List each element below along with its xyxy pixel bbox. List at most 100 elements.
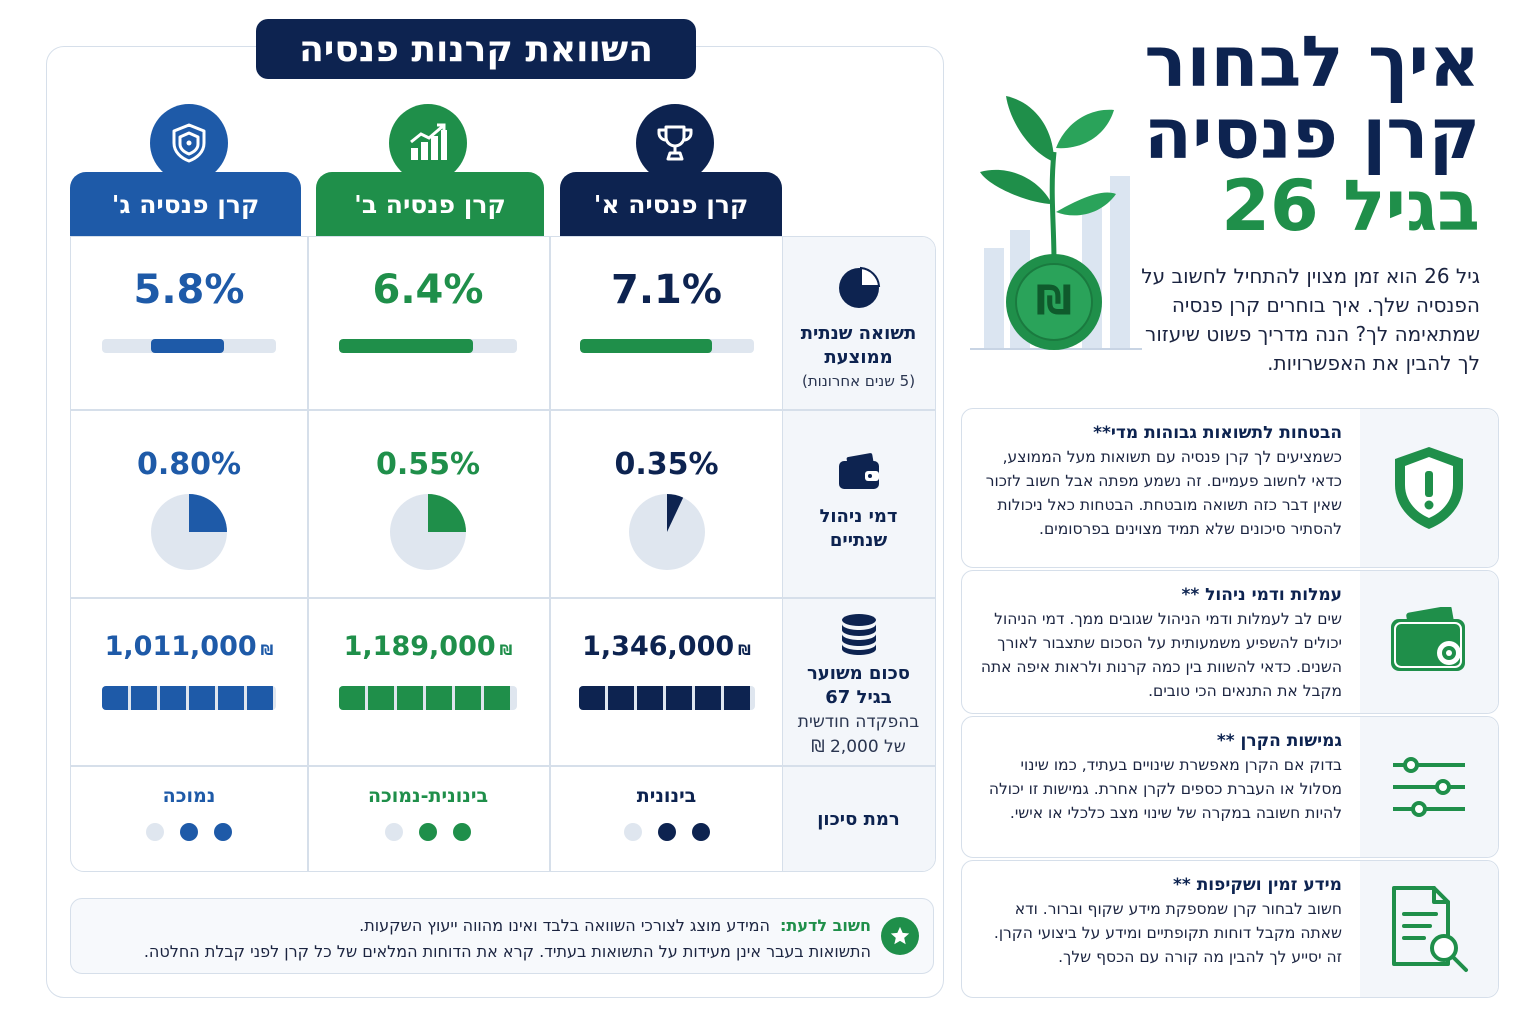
fees-cell-c: 0.80% [71, 447, 307, 572]
amount-segment [455, 686, 481, 710]
fund-c-header: קרן פנסיה ג' [70, 172, 301, 236]
trophy-icon [636, 104, 714, 182]
fee-value: 0.55% [375, 447, 481, 482]
risk-dot [419, 823, 437, 841]
return-bar [102, 339, 276, 353]
amount-segment [131, 686, 157, 710]
fee-pie [628, 494, 705, 570]
amount-segment [636, 686, 663, 710]
pie-chart-icon [838, 266, 880, 308]
return-bar [339, 339, 517, 353]
risk-dot [623, 823, 642, 841]
amount-segment [247, 686, 273, 710]
fee-value: 0.80% [136, 447, 242, 482]
coins-icon [841, 614, 876, 655]
fee-pie [390, 494, 466, 570]
sliders-icon [1393, 757, 1465, 817]
fees-cell-a: 0.35% [549, 447, 784, 572]
tip-card-high-returns: הבטחות לתשואות גבוהות מדי** כשמציעים לך … [961, 408, 1499, 568]
amount-segment [339, 686, 365, 710]
amount-value: 1,011,000 ₪ [104, 631, 274, 662]
tip-text: חשוב לבחור קרן שמספקת מידע שקוף וברור. ו… [993, 900, 1342, 966]
wallet-small-icon [838, 453, 879, 489]
risk-dots [385, 823, 471, 841]
risk-level: בינונית [636, 785, 697, 807]
amount-segment-bar [339, 686, 517, 710]
risk-dot [180, 823, 198, 841]
amount-value: 1,189,000 ₪ [343, 631, 513, 662]
return-bar [579, 339, 754, 353]
alert-shield-icon [1395, 447, 1463, 529]
amount-cell-b: 1,189,000 ₪ [307, 631, 549, 710]
intro-text: גיל 26 הוא זמן מצוין להתחיל לחשוב על הפנ… [1141, 264, 1480, 375]
tip-title: הבטחות לתשואות גבוהות מדי** [1093, 423, 1342, 443]
fee-value: 0.35% [614, 447, 719, 482]
amount-segment [160, 686, 186, 710]
comparison-title: השוואת קרנות פנסיה [256, 19, 696, 79]
amount-segment [723, 686, 750, 710]
amount-segment [426, 686, 452, 710]
plant-coin-illustration [970, 96, 1142, 350]
fees-cell-b: 0.55% [307, 447, 549, 572]
return-value: 6.4% [372, 267, 484, 313]
risk-cell-a: בינונית [549, 785, 784, 841]
amount-segment [665, 686, 692, 710]
amount-segment-bar [102, 686, 276, 710]
return-value: 5.8% [133, 267, 245, 313]
amount-segment [694, 686, 721, 710]
return-cell-a: 7.1% [549, 267, 784, 353]
document-search-icon [1392, 886, 1468, 972]
risk-dots [146, 823, 232, 841]
row-label-return: תשואה שנתית ממוצעת (5 שנים אחרונות) [782, 253, 935, 403]
tip-title: מידע זמין ושקיפות ** [1173, 875, 1342, 895]
fund-a-header: קרן פנסיה א' [560, 172, 782, 236]
fee-pie [151, 494, 227, 570]
row-label-fees: דמי ניהול שנתיים [782, 427, 935, 577]
growth-chart-icon [389, 104, 467, 182]
amount-segment-bar [578, 686, 755, 710]
risk-dot [385, 823, 403, 841]
amount-cell-a: 1,346,000 ₪ [549, 631, 784, 710]
risk-dot [214, 823, 232, 841]
star-icon [881, 917, 919, 955]
risk-dot [146, 823, 164, 841]
amount-segment [368, 686, 394, 710]
amount-segment [484, 686, 510, 710]
row-label-amount: סכום משוער בגיל 67 בהפקדה חודשית של 2,00… [782, 609, 935, 763]
amount-segment [578, 686, 605, 710]
return-cell-b: 6.4% [307, 267, 549, 353]
wallet-icon [1391, 607, 1465, 671]
return-cell-c: 5.8% [71, 267, 307, 353]
amount-segment [607, 686, 634, 710]
risk-level: נמוכה [162, 785, 216, 807]
tip-text: כשמציעים לך קרן פנסיה עם תשואות מעל הממו… [985, 448, 1342, 538]
risk-cell-c: נמוכה [71, 785, 307, 841]
risk-dots [623, 823, 710, 841]
fund-b-header: קרן פנסיה ב' [316, 172, 544, 236]
tips-list: הבטחות לתשואות גבוהות מדי** כשמציעים לך … [961, 408, 1499, 998]
shekel-coin-symbol: ₪ [1035, 278, 1073, 324]
risk-cell-b: בינונית-נמוכה [307, 785, 549, 841]
tip-text: בדוק אם הקרן מאפשרת שינויים בעתיד, כמו ש… [988, 756, 1342, 822]
comparison-table: תשואה שנתית ממוצעת (5 שנים אחרונות) דמי … [70, 236, 936, 872]
row-label-risk: רמת סיכון [817, 809, 900, 830]
amount-segment [397, 686, 423, 710]
disclaimer-box: חשוב לדעת:המידע מוצג לצורכי השוואה בלבד … [70, 898, 934, 974]
disclaimer-line-2: התשואות בעבר אינן מעידות על התשואות בעתי… [143, 942, 871, 961]
amount-segment [218, 686, 244, 710]
amount-value: 1,346,000 ₪ [582, 631, 751, 662]
risk-dot [657, 823, 676, 841]
amount-segment [102, 686, 128, 710]
disclaimer-line-1: חשוב לדעת:המידע מוצג לצורכי השוואה בלבד … [359, 916, 871, 935]
tip-card-fees: עמלות ודמי ניהול ** שים לב לעמלות ודמי ה… [961, 570, 1499, 714]
risk-dot [453, 823, 471, 841]
risk-dot [691, 823, 710, 841]
tip-card-flexibility: גמישות הקרן ** בדוק אם הקרן מאפשרת שינוי… [961, 716, 1499, 858]
shield-icon [150, 104, 228, 182]
page-title: איך לבחור קרן פנסיה בגיל 26 [1143, 21, 1480, 247]
tip-text: שים לב לעמלות ודמי הניהול שגובים ממך. דמ… [980, 610, 1342, 700]
amount-segment [189, 686, 215, 710]
tip-title: עמלות ודמי ניהול ** [1181, 585, 1342, 605]
return-value: 7.1% [611, 267, 722, 313]
tip-title: גמישות הקרן ** [1216, 731, 1342, 751]
